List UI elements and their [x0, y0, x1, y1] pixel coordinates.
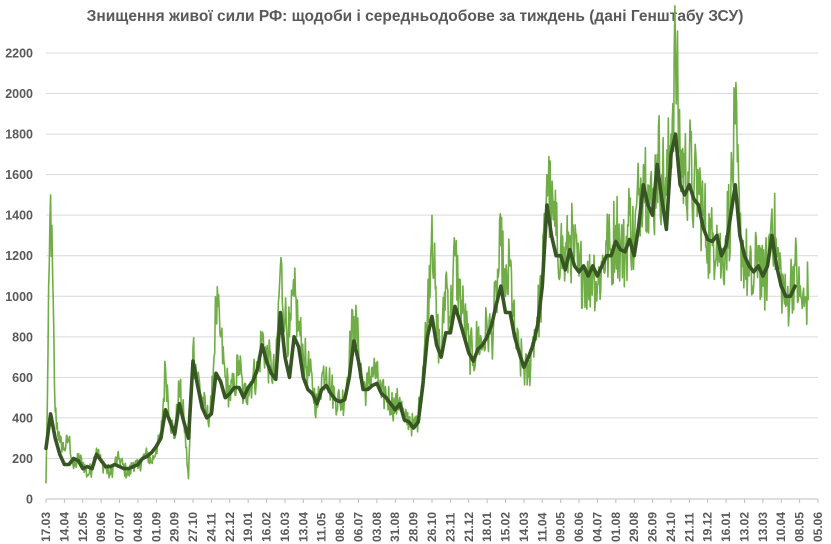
- y-tick-label: 1000: [5, 290, 33, 304]
- y-tick-label: 600: [12, 371, 33, 385]
- y-tick-label: 2000: [5, 87, 33, 101]
- y-tick-label: 200: [12, 452, 33, 466]
- x-tick-label: 18.01: [480, 512, 494, 542]
- y-tick-label: 1800: [5, 128, 33, 142]
- x-tick-label: 29.08: [627, 512, 641, 542]
- x-tick-label: 15.02: [499, 512, 513, 542]
- x-tick-label: 07.07: [113, 512, 127, 542]
- y-tick-label: 0: [26, 493, 33, 507]
- x-tick-label: 19.12: [701, 512, 715, 542]
- x-tick-label: 24.11: [204, 512, 218, 542]
- x-tick-label: 09.05: [554, 512, 568, 542]
- x-tick-label: 29.09: [168, 512, 182, 542]
- x-axis-tick-labels: 17.03 14.04 12.05 09.06 07.07 04.08 01.09 29.09…: [39, 499, 825, 542]
- x-tick-label: 09.06: [94, 512, 108, 542]
- series-line-weekly-average: [44, 132, 797, 471]
- series-group: [44, 5, 809, 484]
- x-tick-label: 12.05: [76, 512, 90, 542]
- x-tick-label: 13.04: [296, 512, 310, 542]
- x-tick-label: 11.05: [315, 512, 329, 542]
- x-tick-label: 31.08: [388, 512, 402, 542]
- x-tick-label: 03.08: [370, 512, 384, 542]
- x-tick-label: 17.03: [39, 512, 53, 542]
- x-tick-label: 24.10: [664, 512, 678, 542]
- x-tick-label: 26.10: [425, 512, 439, 542]
- x-tick-label: 14.03: [517, 512, 531, 542]
- x-tick-label: 16.01: [719, 512, 733, 542]
- x-tick-label: 01.08: [609, 512, 623, 542]
- x-tick-label: 13.02: [737, 512, 751, 542]
- x-tick-label: 08.06: [333, 512, 347, 542]
- y-tick-label: 1600: [5, 168, 33, 182]
- x-tick-label: 08.05: [793, 512, 807, 542]
- x-tick-label: 05.06: [811, 512, 825, 542]
- x-tick-label: 13.03: [756, 512, 770, 542]
- x-tick-label: 19.01: [241, 512, 255, 542]
- y-tick-label: 800: [12, 330, 33, 344]
- y-tick-label: 1200: [5, 249, 33, 263]
- y-tick-label: 2200: [5, 47, 33, 61]
- x-tick-label: 26.09: [646, 512, 660, 542]
- y-tick-label: 1400: [5, 209, 33, 223]
- y-tick-label: 400: [12, 411, 33, 425]
- y-axis-tick-labels: 0 200 400 600 800 1000 1200 1400 1600 1800 2000 220…: [5, 47, 33, 507]
- x-tick-label: 16.03: [278, 512, 292, 542]
- x-tick-label: 28.09: [407, 512, 421, 542]
- x-tick-label: 16.02: [260, 512, 274, 542]
- x-tick-label: 04.08: [131, 512, 145, 542]
- x-tick-label: 14.04: [57, 512, 71, 542]
- x-tick-label: 10.04: [774, 512, 788, 542]
- x-tick-label: 01.09: [149, 512, 163, 542]
- x-tick-label: 23.11: [443, 512, 457, 542]
- x-tick-label: 27.10: [186, 512, 200, 542]
- x-tick-label: 22.12: [223, 512, 237, 542]
- x-tick-label: 11.04: [535, 512, 549, 542]
- x-tick-label: 21.11: [682, 512, 696, 542]
- x-tick-label: 04.07: [590, 512, 604, 542]
- x-tick-label: 21.12: [462, 512, 476, 542]
- x-tick-label: 06.07: [351, 512, 365, 542]
- x-tick-label: 06.06: [572, 512, 586, 542]
- chart-title: Знищення живої сили РФ: щодоби і середнь…: [87, 8, 744, 25]
